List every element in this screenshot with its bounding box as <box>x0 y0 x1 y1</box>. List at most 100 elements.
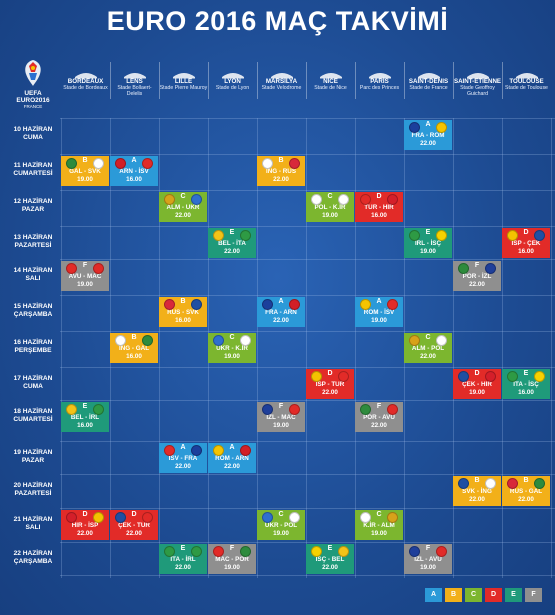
team-flag-icon <box>409 230 420 241</box>
match-card[interactable]: A ARN - İSV 16.00 <box>110 156 158 186</box>
match-header: B <box>159 297 207 310</box>
team-flag-icon <box>93 158 104 169</box>
match-teams: ROM - İSV <box>363 309 395 316</box>
match-card[interactable]: E İSÇ - BEL 22.00 <box>306 544 354 574</box>
team-flag-icon <box>142 335 153 346</box>
match-teams: İNG - GAL <box>118 345 150 352</box>
match-header: B <box>61 156 109 169</box>
match-card[interactable]: A İSV - FRA 22.00 <box>159 443 207 473</box>
stadium-icon <box>171 66 197 79</box>
match-group: E <box>180 545 186 552</box>
match-card[interactable]: D HIR - İSP 22.00 <box>61 510 109 540</box>
match-header: A <box>159 443 207 456</box>
day-date: 15 HAZİRAN <box>13 303 53 310</box>
match-card[interactable]: B SVK - İNG 22.00 <box>453 476 501 506</box>
team-flag-icon <box>311 546 322 557</box>
team-flag-icon <box>436 230 447 241</box>
match-time: 22.00 <box>77 530 93 537</box>
day-label: 14 HAZİRAN SALI <box>6 267 60 283</box>
venue-city: NİCE <box>323 78 338 85</box>
venue-stadium: Stade de Toulouse <box>505 85 548 91</box>
match-teams: FRA - ROM <box>411 132 445 139</box>
match-card[interactable]: D TUR - HIR 16.00 <box>355 192 403 222</box>
match-card[interactable]: F İZL - MAC 19.00 <box>257 402 305 432</box>
match-card[interactable]: E İTA - İSÇ 16.00 <box>502 369 550 399</box>
match-card[interactable]: C K.İR - ALM 19.00 <box>355 510 403 540</box>
legend-group-C: C <box>465 588 482 602</box>
grid-line <box>60 259 555 260</box>
team-flag-icon <box>191 546 202 557</box>
match-header: A <box>110 156 158 169</box>
match-time: 19.00 <box>371 317 387 324</box>
match-time: 19.00 <box>273 530 289 537</box>
venue-2: LILLE Stade Pierre Mauroy <box>159 66 208 91</box>
match-card[interactable]: C UKR - POL 19.00 <box>257 510 305 540</box>
team-flag-icon <box>485 263 496 274</box>
match-time: 22.00 <box>469 281 485 288</box>
match-card[interactable]: A FRA - ROM 22.00 <box>404 120 452 150</box>
match-card[interactable]: C ALM - POL 22.00 <box>404 333 452 363</box>
match-card[interactable]: C UKR - K.İR 19.00 <box>208 333 256 363</box>
match-group: B <box>131 334 137 341</box>
match-card[interactable]: B İNG - RUS 22.00 <box>257 156 305 186</box>
match-card[interactable]: C ALM - UKR 22.00 <box>159 192 207 222</box>
match-card[interactable]: D İSP - TUR 22.00 <box>306 369 354 399</box>
venue-city: TOULOUSE <box>509 78 544 85</box>
stadium-icon <box>514 66 540 79</box>
team-flag-icon <box>338 371 349 382</box>
team-flag-icon <box>66 512 77 523</box>
match-card[interactable]: B İNG - GAL 16.00 <box>110 333 158 363</box>
day-date: 14 HAZİRAN <box>13 267 53 274</box>
match-card[interactable]: A FRA - ARN 22.00 <box>257 297 305 327</box>
match-card[interactable]: C POL - K.İR 19.00 <box>306 192 354 222</box>
team-flag-icon <box>115 512 126 523</box>
match-card[interactable]: F POR - AVU 22.00 <box>355 402 403 432</box>
team-flag-icon <box>289 512 300 523</box>
team-flag-icon <box>458 478 469 489</box>
match-time: 22.00 <box>371 422 387 429</box>
day-date: 11 HAZİRAN <box>13 162 53 169</box>
match-card[interactable]: B RUS - SVK 16.00 <box>159 297 207 327</box>
match-teams: POR - AVU <box>363 414 395 421</box>
match-card[interactable]: F İZL - AVU 19.00 <box>404 544 452 574</box>
match-time: 19.00 <box>224 564 240 571</box>
team-flag-icon <box>240 335 251 346</box>
team-flag-icon <box>240 445 251 456</box>
match-card[interactable]: F AVU - MAC 19.00 <box>61 261 109 291</box>
match-card[interactable]: A ROM - İSV 19.00 <box>355 297 403 327</box>
match-group: D <box>523 229 529 236</box>
day-label: 13 HAZİRAN PAZARTESİ <box>6 234 60 250</box>
match-card[interactable]: D ÇEK - HIR 19.00 <box>453 369 501 399</box>
match-card[interactable]: F POR - İZL 22.00 <box>453 261 501 291</box>
match-card[interactable]: D ÇEK - TUR 22.00 <box>110 510 158 540</box>
match-card[interactable]: E BEL - İRL 16.00 <box>61 402 109 432</box>
match-card[interactable]: E BEL - İTA 22.00 <box>208 228 256 258</box>
match-card[interactable]: E İRL - İSÇ 19.00 <box>404 228 452 258</box>
team-flag-icon <box>338 546 349 557</box>
match-teams: İZL - AVU <box>414 556 442 563</box>
match-time: 22.00 <box>322 389 338 396</box>
match-card[interactable]: B RUS - GAL 22.00 <box>502 476 550 506</box>
match-group: C <box>278 511 284 518</box>
day-weekday: CUMARTESİ <box>13 170 53 177</box>
match-time: 22.00 <box>469 496 485 503</box>
match-card[interactable]: B GAL - SVK 19.00 <box>61 156 109 186</box>
match-group: A <box>278 298 284 305</box>
stadium-icon <box>367 66 393 79</box>
match-card[interactable]: D İSP - ÇEK 16.00 <box>502 228 550 258</box>
team-flag-icon <box>164 299 175 310</box>
match-group: C <box>180 193 186 200</box>
grid-line <box>453 118 454 578</box>
match-teams: GAL - SVK <box>69 168 101 175</box>
team-flag-icon <box>507 371 518 382</box>
match-teams: ÇEK - HIR <box>462 381 492 388</box>
match-group: F <box>278 403 284 410</box>
match-card[interactable]: E İTA - İRL 22.00 <box>159 544 207 574</box>
grid-line <box>159 118 160 578</box>
match-teams: İSÇ - BEL <box>315 556 345 563</box>
match-card[interactable]: A ROM - ARN 22.00 <box>208 443 256 473</box>
grid-line <box>60 400 555 401</box>
match-time: 16.00 <box>126 176 142 183</box>
match-card[interactable]: F MAC - POR 19.00 <box>208 544 256 574</box>
